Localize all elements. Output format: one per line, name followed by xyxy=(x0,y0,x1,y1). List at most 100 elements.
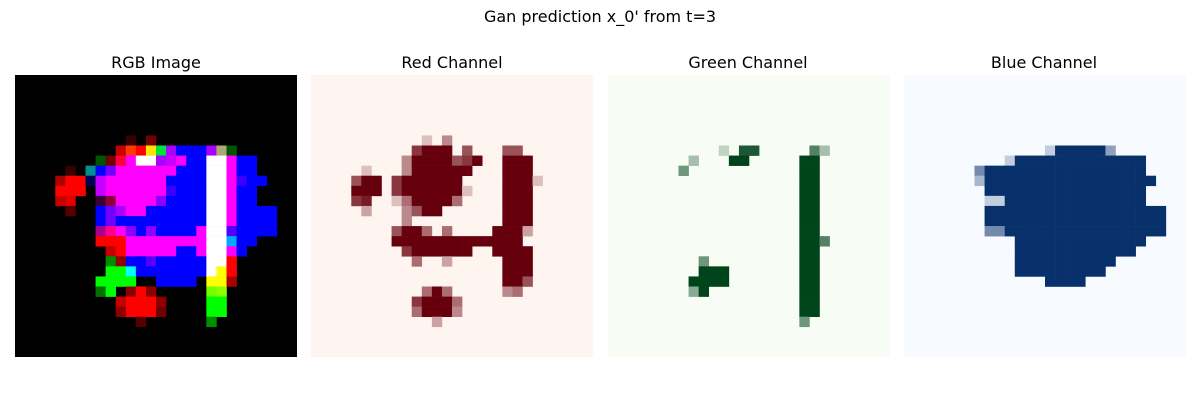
heatmap-cell xyxy=(799,155,810,166)
heatmap-cell xyxy=(156,236,167,247)
heatmap-cell xyxy=(206,205,217,217)
heatmap-cell xyxy=(196,236,207,247)
heatmap-cell xyxy=(441,236,453,247)
heatmap-cell xyxy=(1055,216,1066,227)
heatmap-cell xyxy=(421,175,433,187)
heatmap-cell xyxy=(216,216,227,227)
heatmap-cell xyxy=(1014,185,1026,197)
heatmap-cell xyxy=(984,216,995,227)
heatmap-cell xyxy=(1075,205,1086,217)
heatmap-cell xyxy=(145,135,157,146)
heatmap-cell xyxy=(994,165,1006,177)
heatmap-cell xyxy=(1034,226,1046,237)
heatmap-cell xyxy=(411,145,423,156)
heatmap-cell xyxy=(156,185,167,197)
heatmap-cell xyxy=(105,155,117,166)
heatmap-cell xyxy=(441,155,453,166)
heatmap-cell xyxy=(441,135,453,146)
heatmap-cell xyxy=(1115,185,1126,197)
heatmap-cell xyxy=(135,236,147,247)
heatmap-cell xyxy=(135,145,147,156)
heatmap-cell xyxy=(1075,216,1086,227)
heatmap-cell xyxy=(206,195,217,207)
heatmap-cell xyxy=(401,246,413,257)
heatmap-cell xyxy=(1024,266,1036,277)
heatmap-cell xyxy=(105,246,117,257)
heatmap-cell xyxy=(186,216,197,227)
heatmap-cell xyxy=(65,165,76,177)
heatmap-cell xyxy=(452,236,463,247)
heatmap-cell xyxy=(176,266,187,277)
heatmap-cell xyxy=(226,185,237,197)
heatmap-cell xyxy=(65,175,76,187)
heatmap-cell xyxy=(421,165,433,177)
heatmap-cell xyxy=(206,266,217,277)
heatmap-cell xyxy=(809,286,820,297)
heatmap-cell xyxy=(226,246,237,257)
heatmap-cell xyxy=(216,296,227,307)
heatmap-cell xyxy=(55,175,66,187)
heatmap-cell xyxy=(391,236,402,247)
heatmap-cell xyxy=(391,185,402,197)
heatmap-cell xyxy=(1095,246,1106,257)
heatmap-cell xyxy=(411,296,423,307)
heatmap-cell xyxy=(176,165,187,177)
heatmap-cell xyxy=(115,236,127,247)
heatmap-cell xyxy=(115,276,127,287)
heatmap-cell xyxy=(105,195,117,207)
heatmap-cell xyxy=(1024,236,1036,247)
heatmap-cell xyxy=(65,195,76,207)
heatmap-cell xyxy=(421,155,433,166)
heatmap-cell xyxy=(105,185,117,197)
heatmap-cell xyxy=(1125,226,1136,237)
heatmap-cell xyxy=(55,185,66,197)
heatmap-cell xyxy=(176,226,187,237)
heatmap-cell xyxy=(1085,165,1096,177)
heatmap-cell xyxy=(391,175,402,187)
heatmap-cell xyxy=(1145,175,1157,187)
heatmap-cell xyxy=(1115,205,1126,217)
heatmap-cell xyxy=(176,155,187,166)
heatmap-cell xyxy=(799,266,810,277)
heatmap-cell xyxy=(1024,195,1036,207)
heatmap-cell xyxy=(266,226,278,237)
heatmap-cell xyxy=(1065,256,1076,267)
heatmap-cell xyxy=(1075,195,1086,207)
heatmap-cell xyxy=(226,216,237,227)
heatmap-cell xyxy=(799,165,810,177)
heatmap-cell xyxy=(809,145,820,156)
heatmap-cell xyxy=(1095,195,1106,207)
heatmap-cell xyxy=(216,266,227,277)
heatmap-cell xyxy=(206,165,217,177)
heatmap-cell xyxy=(216,226,227,237)
heatmap-cell xyxy=(206,175,217,187)
heatmap-cell xyxy=(1105,205,1116,217)
heatmap-cell xyxy=(431,155,443,166)
heatmap-cell xyxy=(75,185,86,197)
heatmap-cell xyxy=(994,226,1006,237)
heatmap-cell xyxy=(196,195,207,207)
heatmap-cell xyxy=(441,226,453,237)
heatmap-cell xyxy=(115,256,127,267)
heatmap-cell xyxy=(236,175,247,187)
heatmap-cell xyxy=(512,175,523,187)
heatmap-cell xyxy=(431,286,443,297)
heatmap-cell xyxy=(1055,145,1066,156)
heatmap-cell xyxy=(1055,155,1066,166)
heatmap-cell xyxy=(145,175,157,187)
heatmap-cell xyxy=(1045,276,1056,287)
heatmap-cell xyxy=(984,165,995,177)
heatmap-cell xyxy=(391,226,402,237)
heatmap-cell xyxy=(196,266,207,277)
heatmap-cell xyxy=(1125,216,1136,227)
heatmap-cell xyxy=(85,165,96,177)
heatmap-cell xyxy=(186,185,197,197)
heatmap-cell xyxy=(401,216,413,227)
heatmap-cell xyxy=(809,246,820,257)
heatmap-cell xyxy=(522,276,533,287)
heatmap-cell xyxy=(1095,226,1106,237)
heatmap-cell xyxy=(1085,266,1096,277)
heatmap-cell xyxy=(431,205,443,217)
heatmap-cell xyxy=(431,195,443,207)
heatmap-cell xyxy=(371,185,382,197)
